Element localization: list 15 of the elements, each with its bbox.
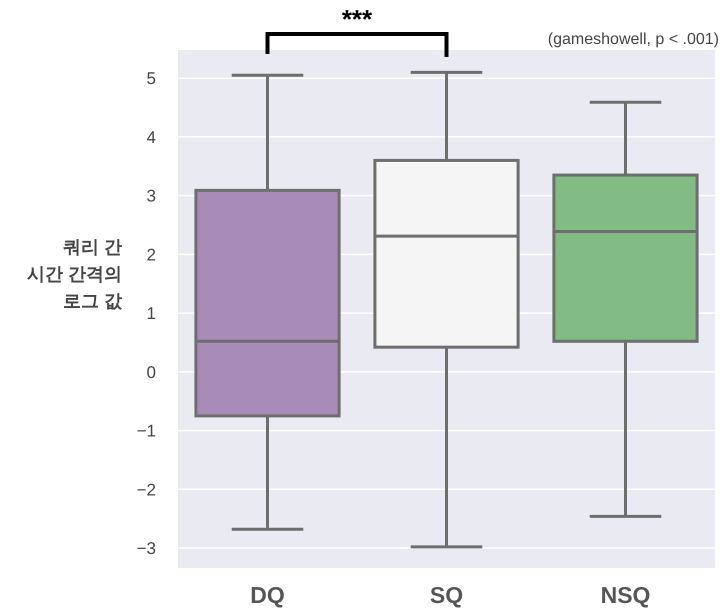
y-tick-label: 0 [146,362,156,382]
y-tick-label: −2 [136,480,156,500]
y-tick-label: −3 [136,539,156,558]
x-tick-label: SQ [430,582,464,608]
text: (gameshowell, p < .001) [548,31,719,48]
y-tick-label: 4 [146,128,156,147]
y-tick-label: 3 [146,186,156,206]
y-tick-label: 2 [146,245,156,264]
y-tick-label: 5 [146,69,156,88]
y-tick-label: −1 [136,422,156,441]
y-axis-title: 쿼리 간 시간 간격의 로그 값 [26,237,123,311]
x-tick-label: DQ [250,582,285,608]
text: *** [342,4,374,34]
y-tick-label: 1 [146,304,156,324]
x-tick-label: NSQ [600,582,650,608]
